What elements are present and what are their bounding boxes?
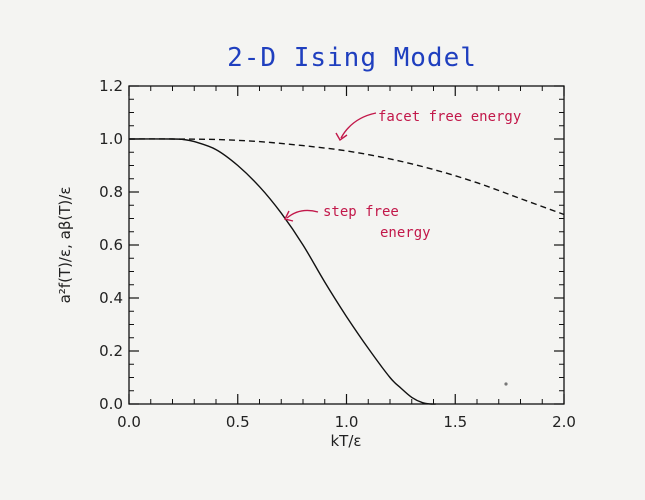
x-tick-label: 0.5 — [226, 413, 250, 431]
y-axis-label: a²f(T)/ε, aβ(T)/ε — [56, 187, 74, 304]
step-annotation-arrowhead — [283, 210, 294, 222]
series-line-step — [128, 138, 436, 405]
facet-annotation-arrow — [340, 112, 377, 139]
x-tick-label: 2.0 — [552, 413, 576, 431]
y-tick-label: 0.8 — [99, 183, 123, 201]
series-layer — [128, 138, 565, 405]
y-tick-label: 0.2 — [99, 342, 123, 360]
facet-annotation: facet free energy — [335, 109, 521, 142]
ticks — [128, 85, 565, 405]
facet-annotation-arrowhead — [335, 132, 348, 142]
step-annotation: step free energy — [283, 204, 431, 241]
x-tick-label: 1.0 — [335, 413, 359, 431]
y-tick-label: 1.0 — [99, 130, 123, 148]
x-axis-label: kT/ε — [330, 432, 361, 450]
x-tick-label: 1.5 — [443, 413, 467, 431]
step-annotation-arrow — [286, 209, 319, 219]
step-annotation-line-1: step free — [323, 204, 399, 220]
chart-title: 2-D Ising Model — [227, 43, 477, 73]
x-tick-label: 0.0 — [117, 413, 141, 431]
title-group: 2-D Ising Model — [227, 43, 477, 73]
series-line-facet — [128, 138, 565, 216]
y-tick-label: 0.6 — [99, 236, 123, 254]
plot-frame — [128, 85, 565, 405]
step-annotation-line-2: energy — [380, 225, 431, 241]
facet-annotation-label: facet free energy — [378, 109, 521, 125]
scan-speck — [504, 382, 508, 386]
tick-labels: 0.0 0.5 1.0 1.5 2.0 0.0 0.2 0.4 0.6 0.8 1.0 1.2 — [99, 77, 576, 431]
y-tick-label: 0.4 — [99, 289, 123, 307]
y-tick-label: 1.2 — [99, 77, 123, 95]
y-tick-label: 0.0 — [99, 395, 123, 413]
